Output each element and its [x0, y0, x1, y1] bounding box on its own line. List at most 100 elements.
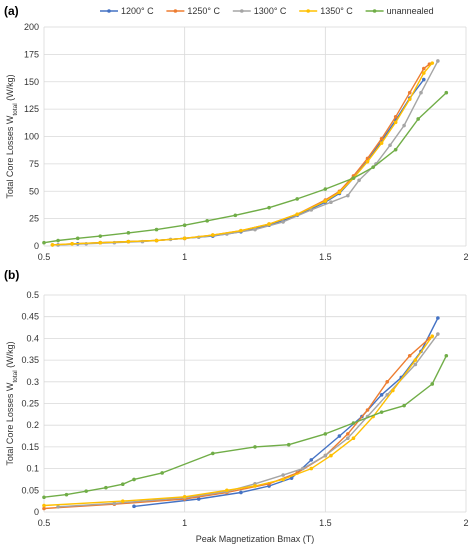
- x-tick-label: 0.5: [38, 252, 51, 262]
- y-tick-label: 0.25: [21, 399, 39, 409]
- data-point-unannealed: [205, 219, 209, 223]
- data-point-unannealed: [267, 205, 271, 210]
- data-point-1250-c: [385, 380, 390, 384]
- data-point-1300-c: [309, 208, 314, 212]
- data-point-1300-c: [419, 90, 423, 95]
- data-point-1300-c: [329, 200, 333, 204]
- data-point-1300-c: [436, 332, 440, 336]
- data-point-1250-c: [346, 432, 350, 436]
- data-point-1250-c: [379, 136, 384, 141]
- data-point-1250-c: [422, 66, 426, 71]
- panel-b-label: (b): [4, 268, 20, 282]
- data-point-1300-c: [281, 473, 285, 477]
- y-tick-label: 125: [24, 104, 39, 114]
- legend-label: 1250° C: [187, 6, 220, 16]
- data-point-1200-c: [422, 77, 426, 82]
- data-point-1300-c: [56, 504, 60, 509]
- data-point-unannealed: [160, 471, 164, 475]
- x-tick-label: 2: [463, 252, 468, 262]
- data-point-1200-c: [132, 504, 136, 509]
- data-point-1250-c: [407, 90, 412, 95]
- data-point-unannealed: [323, 187, 328, 191]
- data-point-1350-c: [295, 212, 300, 217]
- data-point-1350-c: [182, 236, 187, 241]
- legend-item-unannealed: unannealed: [365, 6, 434, 16]
- y-tick-label: 75: [29, 159, 39, 169]
- data-point-unannealed: [253, 445, 257, 449]
- y-tick-label: 0.05: [21, 485, 39, 495]
- data-point-1350-c: [391, 388, 395, 393]
- x-tick-label: 0.5: [38, 518, 51, 528]
- series-line-unannealed: [43, 355, 447, 498]
- data-point-1350-c: [211, 233, 215, 237]
- data-point-1250-c: [42, 506, 46, 511]
- data-point-1300-c: [323, 453, 328, 458]
- data-point-1350-c: [120, 499, 125, 503]
- x-axis-title: Peak Magnetization Bmax (T): [196, 534, 315, 544]
- data-point-1300-c: [402, 123, 406, 128]
- data-point-1350-c: [379, 141, 384, 145]
- y-tick-label: 25: [29, 214, 39, 224]
- data-point-unannealed: [182, 223, 187, 227]
- data-point-1350-c: [337, 190, 342, 195]
- data-point-1350-c: [430, 334, 435, 339]
- data-point-1350-c: [239, 228, 243, 233]
- data-point-1350-c: [329, 453, 333, 458]
- legend-label: unannealed: [387, 6, 434, 16]
- data-point-1200-c: [337, 434, 342, 438]
- data-point-1350-c: [281, 477, 285, 482]
- data-point-1350-c: [309, 466, 314, 471]
- data-point-unannealed: [351, 176, 356, 180]
- chart-panel-1: 0 0.05 0.1 0.15 0.2 0.25 0.3 0.35 0.4 0.45 0.5 0.5 1…: [5, 290, 469, 544]
- data-point-1200-c: [379, 393, 384, 397]
- data-point-1250-c: [365, 156, 370, 161]
- data-point-unannealed: [430, 382, 435, 386]
- data-point-1300-c: [436, 59, 440, 63]
- y-tick-label: 0.35: [21, 355, 39, 365]
- data-point-unannealed: [295, 197, 300, 201]
- series-line-unannealed: [43, 92, 447, 244]
- legend-marker: [173, 9, 178, 13]
- data-point-1350-c: [154, 238, 159, 243]
- x-tick-label: 1.5: [319, 518, 332, 528]
- data-point-unannealed: [286, 442, 291, 447]
- data-point-1300-c: [281, 220, 285, 224]
- data-point-1350-c: [393, 120, 398, 125]
- data-point-1300-c: [346, 193, 350, 198]
- data-point-unannealed: [211, 451, 215, 456]
- data-point-unannealed: [98, 234, 103, 238]
- legend-label: 1350° C: [320, 6, 353, 16]
- legend-marker: [372, 9, 377, 13]
- data-point-1350-c: [50, 243, 55, 247]
- y-axis-title: Total Core Losses Wtotal (W/kg): [5, 341, 19, 465]
- data-point-1250-c: [365, 408, 370, 412]
- y-tick-label: 150: [24, 77, 39, 87]
- x-tick-label: 1.5: [319, 252, 332, 262]
- data-point-unannealed: [132, 477, 136, 482]
- legend-item-1250-c: 1250° C: [166, 6, 221, 16]
- data-point-1350-c: [365, 159, 370, 164]
- data-point-1350-c: [267, 222, 271, 226]
- series-line-1250-c: [43, 337, 430, 510]
- data-point-1200-c: [309, 458, 314, 462]
- y-tick-label: 0.2: [26, 420, 39, 430]
- data-point-1350-c: [323, 199, 328, 203]
- legend-item-1200-c: 1200° C: [100, 6, 154, 16]
- data-point-unannealed: [393, 147, 398, 152]
- y-tick-label: 50: [29, 186, 39, 196]
- data-point-unannealed: [42, 495, 46, 500]
- data-point-unannealed: [56, 238, 60, 243]
- y-tick-label: 0.15: [21, 442, 39, 452]
- data-point-unannealed: [351, 421, 356, 425]
- y-tick-label: 200: [24, 22, 39, 32]
- data-point-unannealed: [75, 236, 80, 241]
- series-line-1350-c: [52, 62, 433, 246]
- data-point-1350-c: [430, 61, 435, 65]
- y-tick-label: 100: [24, 132, 39, 142]
- data-point-1350-c: [413, 358, 418, 362]
- data-point-1200-c: [436, 316, 440, 320]
- legend-item-1300-c: 1300° C: [232, 6, 287, 16]
- series-line-1300-c: [58, 60, 439, 246]
- data-point-1300-c: [301, 466, 305, 471]
